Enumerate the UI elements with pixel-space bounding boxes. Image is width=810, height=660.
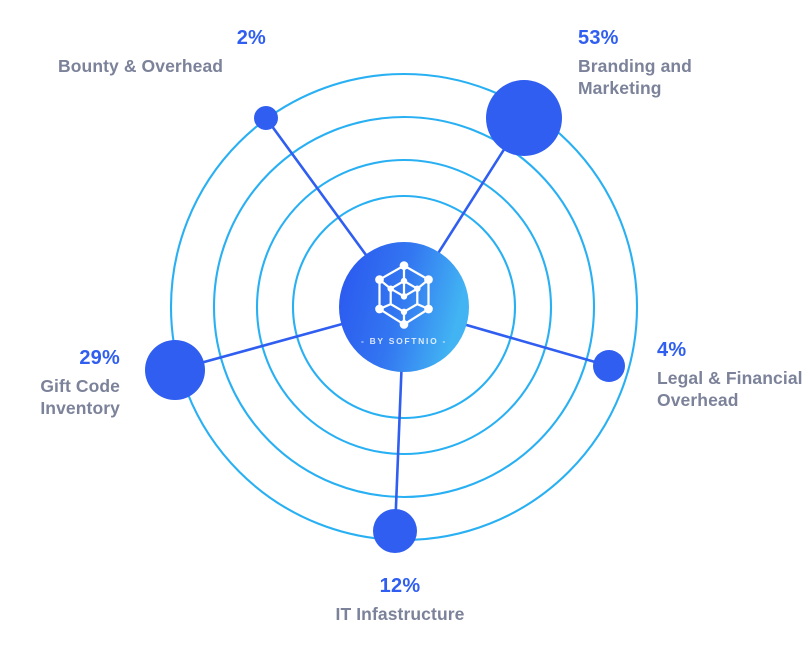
center-hub-circle: [339, 242, 469, 372]
percent-it: 12%: [379, 575, 421, 597]
category-name-branding: Branding and Marketing: [578, 55, 692, 98]
percent-bounty: 2%: [236, 27, 266, 49]
percent-branding: 53%: [578, 27, 619, 49]
category-name-giftcode: Gift Code Inventory: [40, 375, 120, 418]
node-bounty[interactable]: [254, 106, 278, 130]
label-legal-and-financial-overhead: 4% Legal & Financial Overhead: [657, 338, 809, 411]
data-nodes: [145, 80, 625, 553]
node-branding[interactable]: [486, 80, 562, 156]
label-gift-code-inventory: 29% Gift Code Inventory: [10, 346, 120, 419]
category-name-bounty: Bounty & Overhead: [58, 55, 224, 76]
category-name-legal: Legal & Financial Overhead: [657, 367, 803, 410]
percent-legal: 4%: [657, 339, 687, 361]
node-legal[interactable]: [593, 350, 625, 382]
grid-ring-3: [212, 115, 596, 499]
grid-ring-inner: [291, 194, 517, 420]
label-it-infastructure: 12% IT Infastructure: [304, 574, 496, 625]
label-bounty-and-overhead: 2% Bounty & Overhead: [58, 26, 298, 77]
grid-ring-2: [255, 158, 553, 456]
node-giftcode[interactable]: [145, 340, 205, 400]
node-it[interactable]: [373, 509, 417, 553]
label-branding-and-marketing: 53% Branding and Marketing: [578, 26, 804, 99]
percent-giftcode: 29%: [79, 347, 120, 369]
category-name-it: IT Infastructure: [335, 603, 465, 624]
